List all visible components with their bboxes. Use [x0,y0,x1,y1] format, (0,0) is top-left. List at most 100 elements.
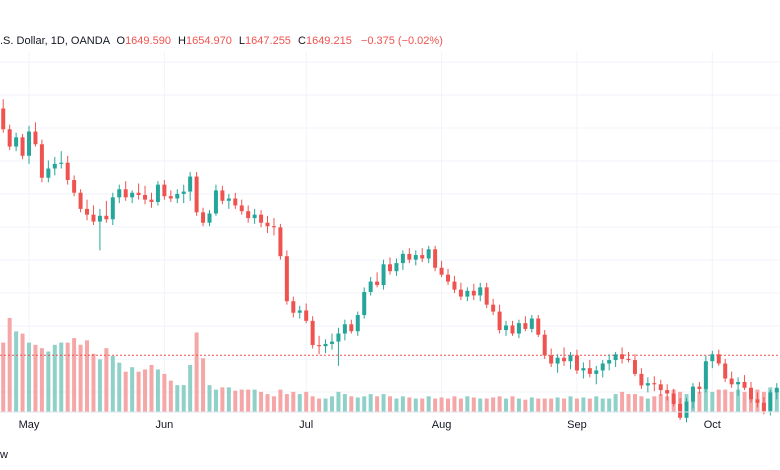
candle [168,190,173,202]
candle-body [368,281,373,292]
volume-bar [297,394,302,412]
volume-bar [265,394,270,412]
candle [181,184,186,204]
volume-bar [581,397,586,412]
volume-bar [27,342,32,412]
candle-body [536,318,541,335]
candle-body [149,199,154,202]
candle-body [207,213,212,223]
candle-body [491,304,496,312]
candle [104,200,109,223]
candle-body [278,227,283,257]
candle-body [433,249,438,268]
volume-bar [562,398,567,412]
volume-bar [600,398,605,412]
volume-bar [549,398,554,412]
candle [446,268,451,286]
candle [355,311,360,336]
candle-body [271,226,276,228]
volume-bar [349,396,354,412]
candle [710,350,715,369]
volume-bar [626,394,631,412]
candle [317,335,322,355]
candle [742,375,747,391]
candle-body [104,215,109,220]
volume-bar [516,398,521,412]
volume-bar [587,398,592,412]
candle-body [394,263,399,272]
volume-bar [201,358,206,412]
candle [304,303,309,324]
volume-bar [413,398,418,412]
candle-body [265,222,270,227]
candle [271,218,276,236]
candle [368,276,373,296]
candle [213,184,218,216]
candle [239,199,244,215]
candle-body [407,253,412,260]
volume-bar [143,369,148,412]
candle [20,133,25,160]
candle [1,99,6,133]
candle-body [761,402,766,411]
candle [549,348,554,367]
candle [65,155,70,185]
candle [136,183,141,200]
candle [497,304,502,334]
volume-bar [1,342,6,412]
candle-body [136,192,141,196]
candle [465,287,470,302]
symbol-title: .S. Dollar, 1D, OANDA [0,35,111,47]
candle-body [510,325,515,334]
candle [723,358,728,382]
candle [46,160,51,183]
candle-body [626,358,631,361]
volume-bar [710,391,715,412]
volume-bar [155,369,160,412]
candle [342,319,347,341]
candle [188,171,193,201]
volume-bar [310,396,315,412]
candle-body [97,215,102,222]
volume-bar [555,397,560,412]
candle-body [239,205,244,212]
volume-bar [271,396,276,412]
volume-bar [774,389,779,412]
candle-body [671,393,676,404]
candle [394,258,399,276]
candle [39,139,44,183]
volume-bar [33,344,38,412]
volume-bar [497,396,502,412]
candle-body [555,357,560,364]
candle-body [252,214,257,219]
volume-bar [104,348,109,412]
volume-bar [14,331,19,412]
volume-bar [632,394,637,412]
change-value: −0.375 (−0.02%) [361,35,443,47]
candle-body [130,192,135,198]
candle-body [697,386,702,389]
volume-bar [97,359,102,412]
candle [207,210,212,227]
candle-body [446,274,451,282]
candle-body [645,383,650,386]
volume-bar [639,396,644,412]
volume-bar [368,394,373,412]
candle [491,298,496,316]
candle [632,354,637,377]
candle [690,383,695,409]
candle [201,207,206,227]
volume-bar [703,387,708,412]
candle [568,351,573,370]
candle [52,156,57,176]
candle-body [375,281,380,286]
volume-bar [39,348,44,412]
candle-body [755,399,760,403]
candle [542,330,547,359]
volume-bar [175,385,180,412]
volume-bar [168,380,173,412]
candle-body [574,355,579,371]
volume-bar [478,398,483,412]
candle [529,315,534,333]
candle [478,282,483,302]
